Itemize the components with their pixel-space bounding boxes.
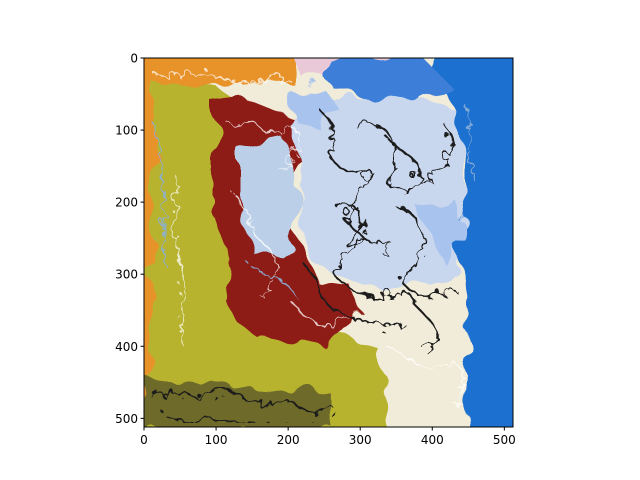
x-tick-label: 300: [349, 433, 372, 447]
light-blue-patch: [290, 85, 340, 130]
y-tick-label: 300: [115, 268, 138, 282]
x-tick-label: 200: [277, 433, 300, 447]
image-artwork: [144, 58, 513, 427]
y-tick-label: 0: [130, 52, 138, 66]
x-tick-label: 500: [493, 433, 516, 447]
y-tick-label: 400: [115, 340, 138, 354]
y-axis: 0 100 200 300 400 500: [115, 52, 144, 426]
light-blue-patch: [420, 200, 465, 260]
blue-swirl-lines: [149, 99, 476, 291]
y-tick-label: 200: [115, 196, 138, 210]
dark-olive-region: [144, 378, 335, 427]
y-tick-label: 500: [115, 412, 138, 426]
x-tick-label: 0: [140, 433, 148, 447]
black-swirl-lines: [149, 109, 451, 424]
x-axis: 0 100 200 300 400 500: [140, 427, 516, 447]
white-swirl-lines: [149, 67, 458, 401]
x-tick-label: 100: [205, 433, 228, 447]
y-tick-label: 100: [115, 124, 138, 138]
light-blue-region: [285, 95, 470, 290]
axes-frame: [143, 57, 514, 428]
light-blue-patch: [240, 140, 300, 260]
x-tick-label: 400: [421, 433, 444, 447]
blue-region: [430, 58, 513, 427]
blue-top-region: [330, 58, 450, 100]
